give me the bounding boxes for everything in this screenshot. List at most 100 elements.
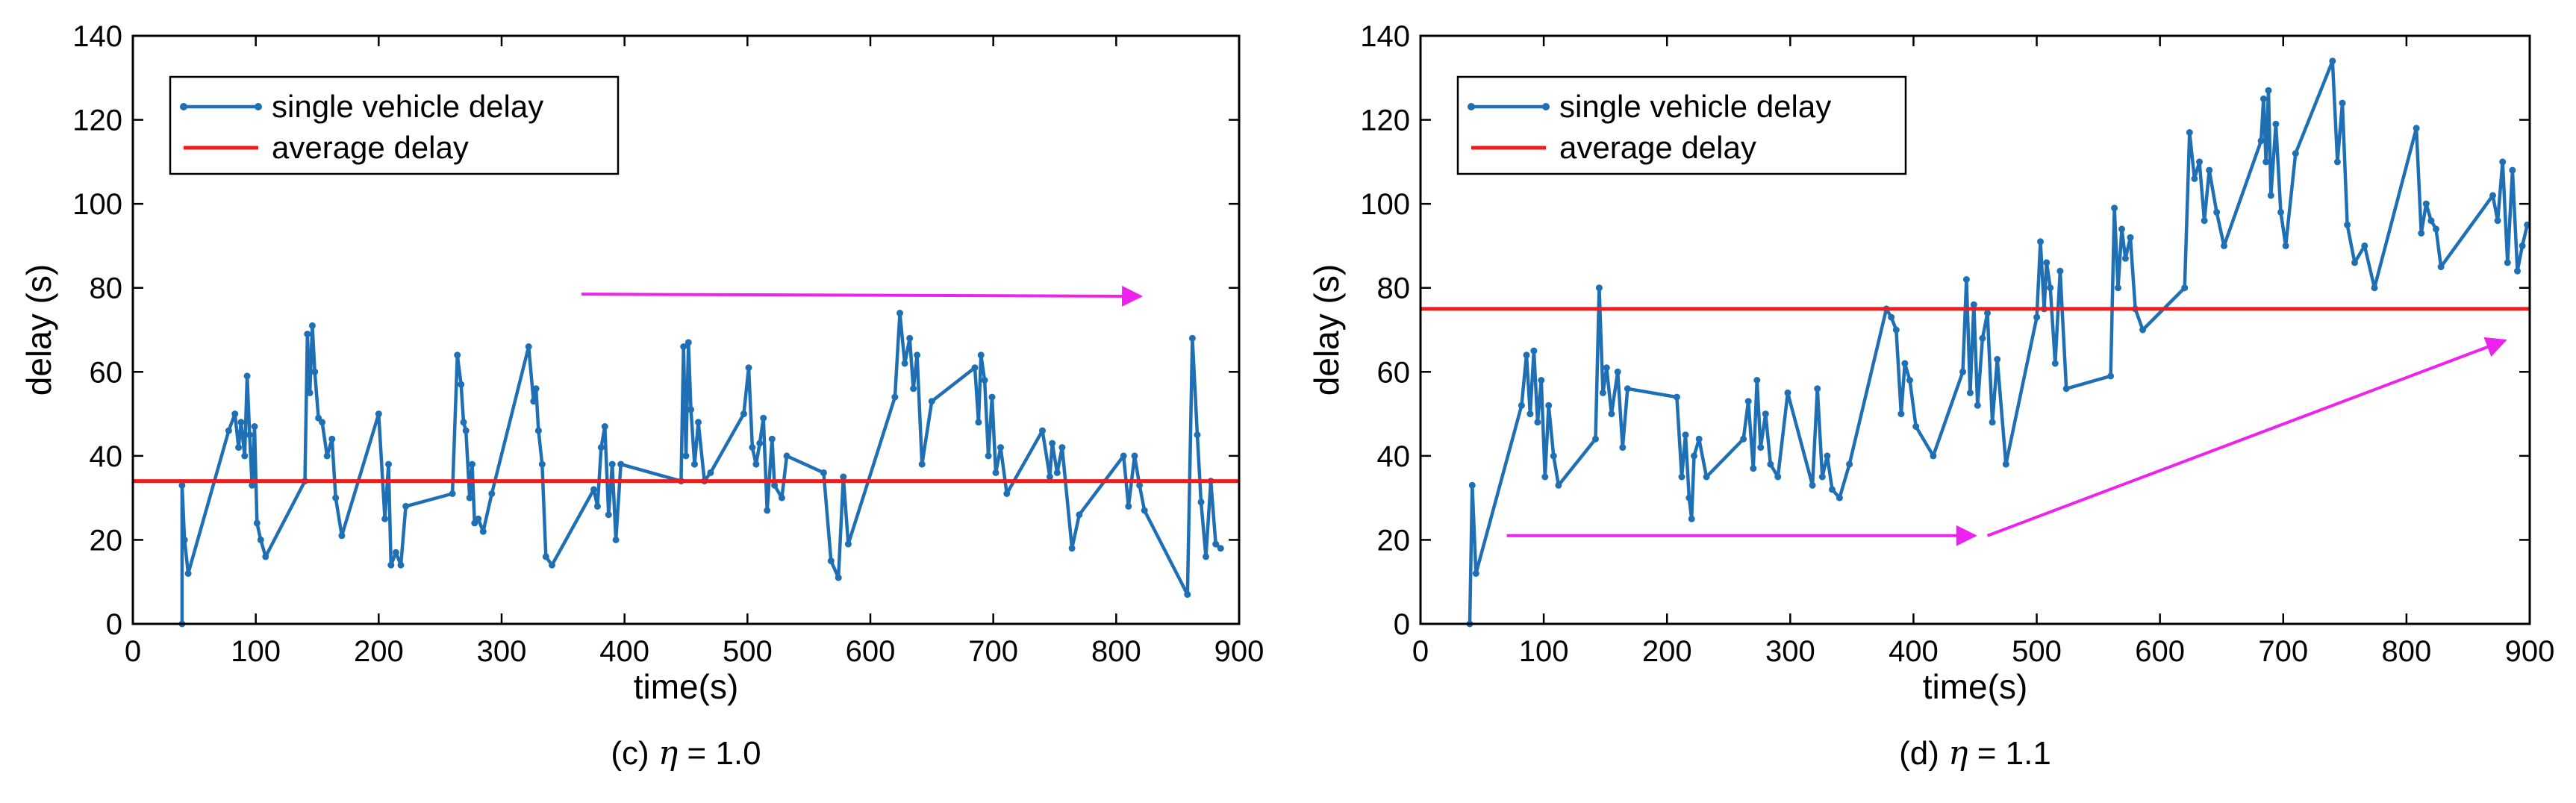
data-point	[1767, 460, 1774, 468]
data-point	[707, 469, 714, 476]
annotation-layer	[1506, 337, 2507, 546]
x-tick-label: 400	[599, 635, 649, 668]
data-point	[2509, 166, 2516, 174]
data-point	[181, 536, 188, 543]
data-point	[2206, 166, 2213, 174]
data-point	[262, 553, 269, 560]
data-point	[918, 460, 926, 468]
data-point	[530, 398, 537, 405]
y-tick-label: 120	[72, 104, 122, 137]
data-point	[304, 331, 311, 338]
data-point	[237, 419, 245, 426]
y-tick-label: 120	[1360, 104, 1410, 137]
data-point	[454, 351, 461, 359]
data-point	[2418, 230, 2425, 237]
data-point	[2371, 284, 2378, 292]
data-point	[1892, 326, 1900, 334]
data-point	[2260, 95, 2267, 102]
data-point	[1545, 402, 1553, 409]
y-tick-label: 40	[90, 440, 123, 473]
data-point	[323, 452, 331, 460]
data-point	[1901, 360, 1909, 367]
data-point	[1962, 276, 1970, 283]
data-point	[1691, 452, 1697, 460]
data-point	[338, 532, 346, 540]
y-tick-label: 0	[106, 608, 122, 641]
data-point	[534, 427, 542, 434]
data-point	[375, 410, 382, 418]
data-point	[1131, 452, 1138, 460]
data-point	[381, 515, 389, 522]
data-point	[2121, 254, 2129, 262]
data-point	[764, 507, 771, 514]
data-point	[2277, 208, 2284, 216]
data-point	[1076, 511, 1083, 519]
data-point	[387, 561, 395, 569]
data-point	[691, 460, 698, 468]
data-point	[2413, 125, 2420, 132]
data-point	[319, 419, 326, 426]
data-point	[475, 515, 482, 522]
x-axis-label: time(s)	[1923, 667, 2028, 706]
data-point	[1784, 389, 1791, 396]
data-point	[2047, 284, 2054, 292]
y-tick-label: 100	[72, 188, 122, 221]
data-point	[1994, 355, 2001, 363]
chart-panel-d: 0 100 200 300 400 500 600 700 800 900 0 20 40 60 80 100…	[1307, 20, 2554, 772]
data-point	[2519, 242, 2526, 249]
data-point	[1818, 473, 1826, 481]
x-tick-label: 500	[723, 635, 773, 668]
data-point	[1979, 334, 1986, 342]
data-point	[601, 423, 608, 430]
data-point	[549, 561, 555, 569]
legend-swatch-marker	[255, 103, 262, 110]
legend-box	[169, 75, 620, 175]
x-axis-label: time(s)	[634, 667, 739, 706]
data-point	[928, 398, 935, 405]
data-point	[1688, 515, 1695, 522]
data-point	[538, 460, 546, 468]
data-point	[184, 570, 192, 577]
legend-box	[1456, 75, 1907, 175]
data-point	[1058, 444, 1066, 452]
annotation-arrow	[581, 285, 1144, 307]
data-point	[605, 511, 612, 519]
data-point	[1599, 389, 1606, 396]
data-point	[2437, 263, 2445, 271]
x-tick-label: 100	[231, 635, 281, 668]
data-point	[2257, 137, 2265, 145]
data-point	[2339, 99, 2346, 107]
legend-label: single vehicle delay	[272, 89, 543, 124]
y-tick-label: 60	[90, 356, 123, 389]
data-point	[2361, 242, 2368, 249]
data-point	[1120, 452, 1127, 460]
data-point	[1141, 507, 1148, 514]
data-point	[827, 557, 835, 565]
data-point	[1608, 410, 1615, 418]
data-point	[1744, 398, 1752, 405]
data-point	[844, 540, 852, 548]
data-point	[1550, 452, 1557, 460]
data-point	[241, 452, 249, 460]
data-point	[2272, 120, 2280, 128]
data-point	[1534, 419, 1541, 426]
data-point	[397, 561, 405, 569]
data-point	[760, 414, 767, 422]
x-tick-label: 900	[1214, 635, 1264, 668]
data-point	[1774, 473, 1782, 481]
data-point	[1682, 431, 1689, 439]
data-point	[2033, 313, 2041, 321]
data-point	[1757, 444, 1765, 452]
data-point	[2186, 129, 2193, 136]
x-tick-label: 0	[1412, 635, 1429, 668]
data-point	[1603, 364, 1610, 372]
data-point	[249, 481, 256, 489]
x-tick-label: 700	[2258, 635, 2308, 668]
x-tick-label: 200	[354, 635, 404, 668]
data-point	[835, 574, 842, 581]
y-axis-label: delay (s)	[19, 264, 58, 396]
data-point	[1984, 310, 1991, 316]
data-point	[1824, 452, 1831, 460]
data-point	[1888, 313, 1895, 321]
y-tick-label: 100	[1360, 188, 1410, 221]
